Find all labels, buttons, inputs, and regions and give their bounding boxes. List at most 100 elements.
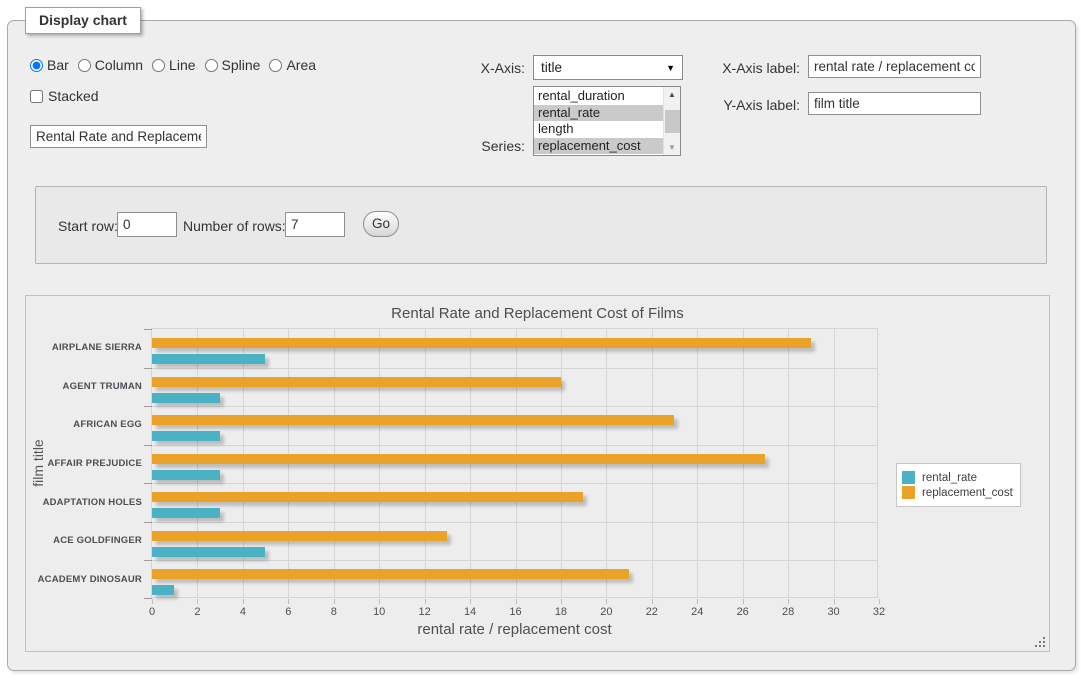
- gridline: [152, 368, 877, 369]
- category-label: ACE GOLDFINGER: [28, 535, 142, 547]
- bar-rental_rate: [152, 585, 174, 595]
- start-row-label: Start row:: [58, 218, 118, 234]
- bar-rental_rate: [152, 470, 220, 480]
- plot-area: 02468101214161820222426283032AIRPLANE SI…: [151, 328, 878, 598]
- x-tick-mark: [152, 599, 153, 604]
- series-listbox-label: Series:: [463, 138, 525, 154]
- chart-type-radio-line[interactable]: [152, 59, 165, 72]
- y-tick-mark: [144, 329, 152, 330]
- gridline: [152, 560, 877, 561]
- x-tick-mark: [425, 599, 426, 604]
- x-tick-label: 0: [135, 606, 169, 618]
- x-tick-mark: [334, 599, 335, 604]
- y-axis-label-input[interactable]: [808, 92, 981, 115]
- stacked-label: Stacked: [48, 88, 99, 104]
- bar-replacement_cost: [152, 415, 674, 425]
- x-tick-label: 26: [726, 606, 760, 618]
- y-tick-mark: [144, 598, 152, 599]
- y-tick-mark: [144, 368, 152, 369]
- x-axis-label-input[interactable]: [808, 55, 981, 78]
- x-axis-select-label: X-Axis:: [463, 60, 525, 76]
- panel-legend: Display chart: [25, 7, 141, 34]
- x-tick-mark: [288, 599, 289, 604]
- x-tick-mark: [788, 599, 789, 604]
- chart-type-option-spline[interactable]: Spline: [205, 57, 261, 73]
- bar-replacement_cost: [152, 531, 447, 541]
- x-tick-label: 14: [453, 606, 487, 618]
- series-option-rental_duration[interactable]: rental_duration: [534, 88, 663, 105]
- x-tick-mark: [516, 599, 517, 604]
- chart-type-radios: Bar Column Line Spline Area: [30, 57, 325, 73]
- bar-replacement_cost: [152, 492, 583, 502]
- x-tick-mark: [743, 599, 744, 604]
- gridline: [788, 329, 789, 597]
- y-tick-mark: [144, 445, 152, 446]
- chart-type-option-line[interactable]: Line: [152, 57, 195, 73]
- category-label: AIRPLANE SIERRA: [28, 342, 142, 354]
- chart-type-radio-area[interactable]: [269, 59, 282, 72]
- chart-type-radio-column[interactable]: [78, 59, 91, 72]
- chart-title: Rental Rate and Replacement Cost of Film…: [26, 305, 1049, 322]
- x-tick-label: 10: [362, 606, 396, 618]
- legend-label: replacement_cost: [922, 487, 1013, 499]
- scroll-up-button[interactable]: ▲: [664, 87, 680, 102]
- gridline: [152, 445, 877, 446]
- x-axis-label-field-label: X-Axis label:: [713, 60, 800, 76]
- x-tick-mark: [652, 599, 653, 604]
- x-tick-mark: [879, 599, 880, 604]
- chart-type-radio-spline[interactable]: [205, 59, 218, 72]
- chart-legend: rental_ratereplacement_cost: [896, 463, 1021, 507]
- x-tick-label: 8: [317, 606, 351, 618]
- x-tick-mark: [606, 599, 607, 604]
- stacked-checkbox[interactable]: [30, 90, 43, 103]
- chart-type-option-area[interactable]: Area: [269, 57, 316, 73]
- category-label: AGENT TRUMAN: [28, 381, 142, 393]
- chart-type-radio-bar[interactable]: [30, 59, 43, 72]
- chart-type-option-column[interactable]: Column: [78, 57, 143, 73]
- resize-handle-icon[interactable]: [1033, 635, 1046, 648]
- num-rows-label: Number of rows:: [183, 218, 286, 234]
- bar-rental_rate: [152, 431, 220, 441]
- gridline: [152, 522, 877, 523]
- gridline: [152, 483, 877, 484]
- num-rows-input[interactable]: [285, 212, 345, 237]
- chart-title-input[interactable]: [30, 125, 207, 148]
- chevron-down-icon: ▼: [666, 63, 675, 73]
- scroll-down-button[interactable]: ▼: [664, 140, 680, 155]
- x-tick-label: 6: [271, 606, 305, 618]
- bar-replacement_cost: [152, 569, 629, 579]
- category-label: AFFAIR PREJUDICE: [28, 458, 142, 470]
- bar-rental_rate: [152, 508, 220, 518]
- chart-type-label: Column: [95, 57, 143, 73]
- y-tick-mark: [144, 522, 152, 523]
- listbox-scrollbar[interactable]: ▲ ▼: [663, 87, 680, 155]
- x-tick-label: 4: [226, 606, 260, 618]
- x-tick-label: 12: [408, 606, 442, 618]
- chart-type-label: Spline: [222, 57, 261, 73]
- go-button[interactable]: Go: [363, 211, 399, 237]
- bar-replacement_cost: [152, 338, 811, 348]
- chart-type-option-bar[interactable]: Bar: [30, 57, 69, 73]
- stacked-option[interactable]: Stacked: [30, 88, 99, 104]
- x-tick-label: 24: [680, 606, 714, 618]
- series-option-replacement_cost[interactable]: replacement_cost: [534, 138, 663, 155]
- chart-type-label: Bar: [47, 57, 69, 73]
- x-tick-label: 22: [635, 606, 669, 618]
- x-tick-label: 20: [589, 606, 623, 618]
- bar-rental_rate: [152, 354, 265, 364]
- bar-rental_rate: [152, 393, 220, 403]
- gridline: [152, 406, 877, 407]
- start-row-input[interactable]: [117, 212, 177, 237]
- x-tick-mark: [197, 599, 198, 604]
- x-axis-title: rental rate / replacement cost: [151, 621, 878, 638]
- series-listbox[interactable]: rental_durationrental_ratelengthreplacem…: [533, 86, 681, 156]
- y-axis-label-field-label: Y-Axis label:: [713, 97, 800, 113]
- x-tick-label: 18: [544, 606, 578, 618]
- x-axis-select[interactable]: title ▼: [533, 55, 683, 80]
- legend-swatch-replacement_cost: [902, 486, 915, 499]
- bar-rental_rate: [152, 547, 265, 557]
- category-label: AFRICAN EGG: [28, 419, 142, 431]
- series-option-length[interactable]: length: [534, 121, 663, 138]
- series-option-rental_rate[interactable]: rental_rate: [534, 105, 663, 122]
- scrollbar-thumb[interactable]: [665, 110, 680, 133]
